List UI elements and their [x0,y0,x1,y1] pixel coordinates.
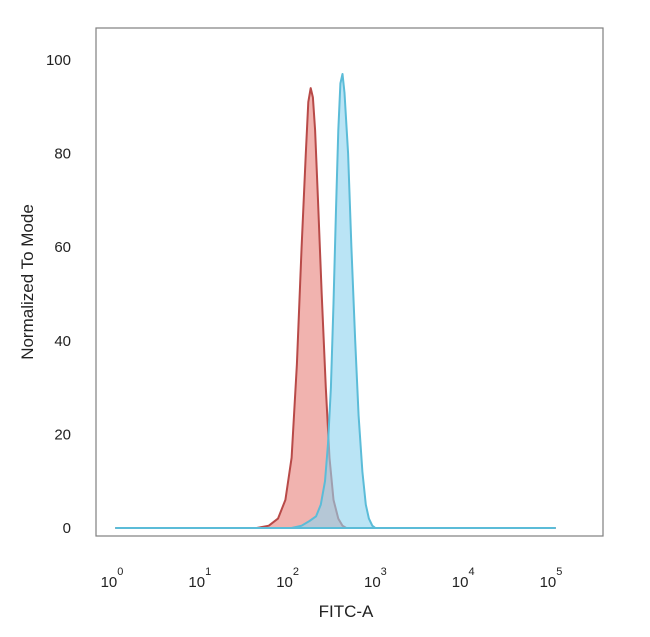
x-tick-labels: 100 101 102 103 104 105 [101,566,563,591]
x-axis-label: FITC-A [319,602,374,621]
x-tick-label: 103 [364,566,387,591]
x-tick-label: 101 [188,566,211,591]
y-tick-label: 60 [54,239,71,256]
x-tick-label: 102 [276,566,299,591]
y-tick-label: 40 [54,333,71,350]
y-tick-labels: 0 20 40 60 80 100 [46,52,71,537]
y-tick-label: 20 [54,426,71,443]
y-tick-label: 0 [63,520,71,537]
y-tick-label: 80 [54,146,71,163]
x-tick-label: 105 [540,566,563,591]
y-tick-label: 100 [46,52,71,69]
x-tick-label: 100 [101,566,124,591]
series-layer [115,73,556,529]
y-axis-label: Normalized To Mode [18,204,37,360]
x-tick-label: 104 [452,566,475,591]
histogram-series-2 [115,73,556,529]
